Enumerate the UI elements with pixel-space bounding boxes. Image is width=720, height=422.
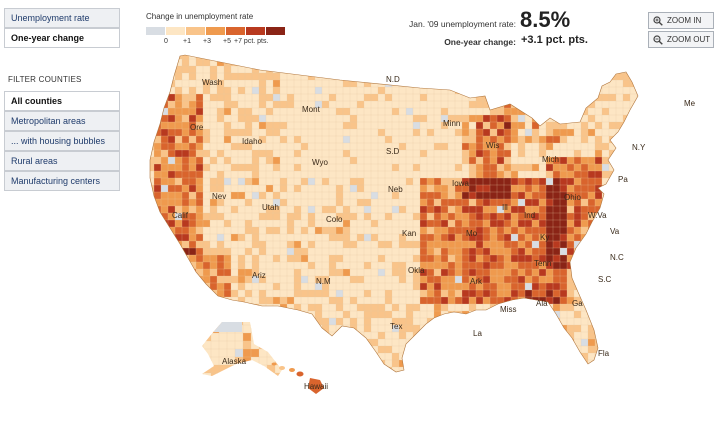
label-mich: Mich: [542, 155, 559, 164]
legend-tick-5: +5: [223, 38, 231, 45]
rate-value: 8.5%: [520, 7, 571, 32]
label-ind: Ind: [524, 211, 535, 220]
label-utah: Utah: [262, 203, 279, 212]
legend-swatch: [246, 27, 265, 35]
label-kan: Kan: [402, 229, 416, 238]
legend-tick-3: +3: [203, 38, 211, 45]
label-tex: Tex: [390, 322, 402, 331]
legend-swatch: [146, 27, 165, 35]
label-calif: Calif: [172, 211, 189, 220]
label-miss: Miss: [500, 305, 516, 314]
label-sc: S.C: [598, 275, 612, 284]
label-okla: Okla: [408, 266, 425, 275]
label-iowa: Iowa: [452, 179, 469, 188]
label-sd: S.D: [386, 147, 400, 156]
label-hawaii: Hawaii: [304, 382, 328, 391]
label-ill: Ill: [502, 203, 508, 212]
legend-title: Change in unemployment rate: [146, 12, 254, 21]
legend-swatch: [206, 27, 225, 35]
legend-swatch: [226, 27, 245, 35]
alaska-counties: [202, 322, 282, 376]
label-mo: Mo: [466, 229, 478, 238]
label-alaska: Alaska: [222, 357, 247, 366]
label-ky: Ky: [540, 233, 549, 242]
label-ariz: Ariz: [252, 271, 266, 280]
label-nm: N.M: [316, 277, 331, 286]
zoom-in-icon: [653, 15, 663, 26]
filter-all-counties-button[interactable]: All counties: [4, 91, 120, 111]
zoom-out-label: ZOOM OUT: [667, 35, 711, 44]
label-mont: Mont: [302, 105, 321, 114]
legend-tick-1: +1: [183, 38, 191, 45]
change-value: +3.1 pct. pts.: [521, 34, 588, 46]
label-minn: Minn: [443, 119, 460, 128]
label-nd: N.D: [386, 75, 400, 84]
label-ga: Ga: [572, 299, 583, 308]
zoom-in-button[interactable]: ZOOM IN: [648, 12, 714, 29]
label-ohio: Ohio: [564, 193, 581, 202]
label-idaho: Idaho: [242, 137, 263, 146]
label-colo: Colo: [326, 215, 343, 224]
label-ny: N.Y: [632, 143, 646, 152]
filter-counties-title: FILTER COUNTIES: [8, 75, 82, 84]
label-wva: W.Va: [588, 211, 607, 220]
zoom-out-button[interactable]: ZOOM OUT: [648, 31, 714, 48]
label-wyo: Wyo: [312, 158, 328, 167]
label-wash: Wash: [202, 78, 222, 87]
view-unemployment-rate-button[interactable]: Unemployment rate: [4, 8, 120, 28]
label-la: La: [473, 329, 482, 338]
label-neb: Neb: [388, 185, 403, 194]
label-ark: Ark: [470, 277, 483, 286]
state-labels: Wash Ore Idaho Mont Wyo Nev Utah Calif Colo Ariz N…: [172, 75, 696, 391]
us-county-map[interactable]: Wash Ore Idaho Mont Wyo Nev Utah Calif Colo Ariz N…: [140, 52, 720, 402]
label-wis: Wis: [486, 141, 499, 150]
label-va: Va: [610, 227, 620, 236]
alaska-no-data-region: [214, 322, 242, 332]
label-tenn: Tenn: [534, 259, 551, 268]
filter-rural-button[interactable]: Rural areas: [4, 151, 120, 171]
zoom-out-icon: [653, 34, 663, 45]
view-one-year-change-button[interactable]: One-year change: [4, 28, 120, 48]
label-nev: Nev: [212, 192, 226, 201]
hawaii-islands: [271, 362, 324, 394]
label-pa: Pa: [618, 175, 628, 184]
filter-housing-bubbles-button[interactable]: ... with housing bubbles: [4, 131, 120, 151]
legend-swatch: [166, 27, 185, 35]
label-fla: Fla: [598, 349, 610, 358]
legend-swatch: [266, 27, 285, 35]
rate-label: Jan. '09 unemployment rate:: [409, 19, 516, 29]
filter-metropolitan-button[interactable]: Metropolitan areas: [4, 111, 120, 131]
change-label: One-year change:: [444, 37, 516, 47]
zoom-in-label: ZOOM IN: [667, 16, 702, 25]
legend-tick-0: 0: [164, 38, 168, 45]
legend-swatch: [186, 27, 205, 35]
filter-manufacturing-button[interactable]: Manufacturing centers: [4, 171, 120, 191]
label-me: Me: [684, 99, 696, 108]
legend-tick-7: +7 pct. pts.: [234, 38, 269, 45]
lower48-outline: [149, 54, 639, 373]
label-ala: Ala: [536, 299, 548, 308]
label-ore: Ore: [190, 123, 204, 132]
label-nc: N.C: [610, 253, 624, 262]
